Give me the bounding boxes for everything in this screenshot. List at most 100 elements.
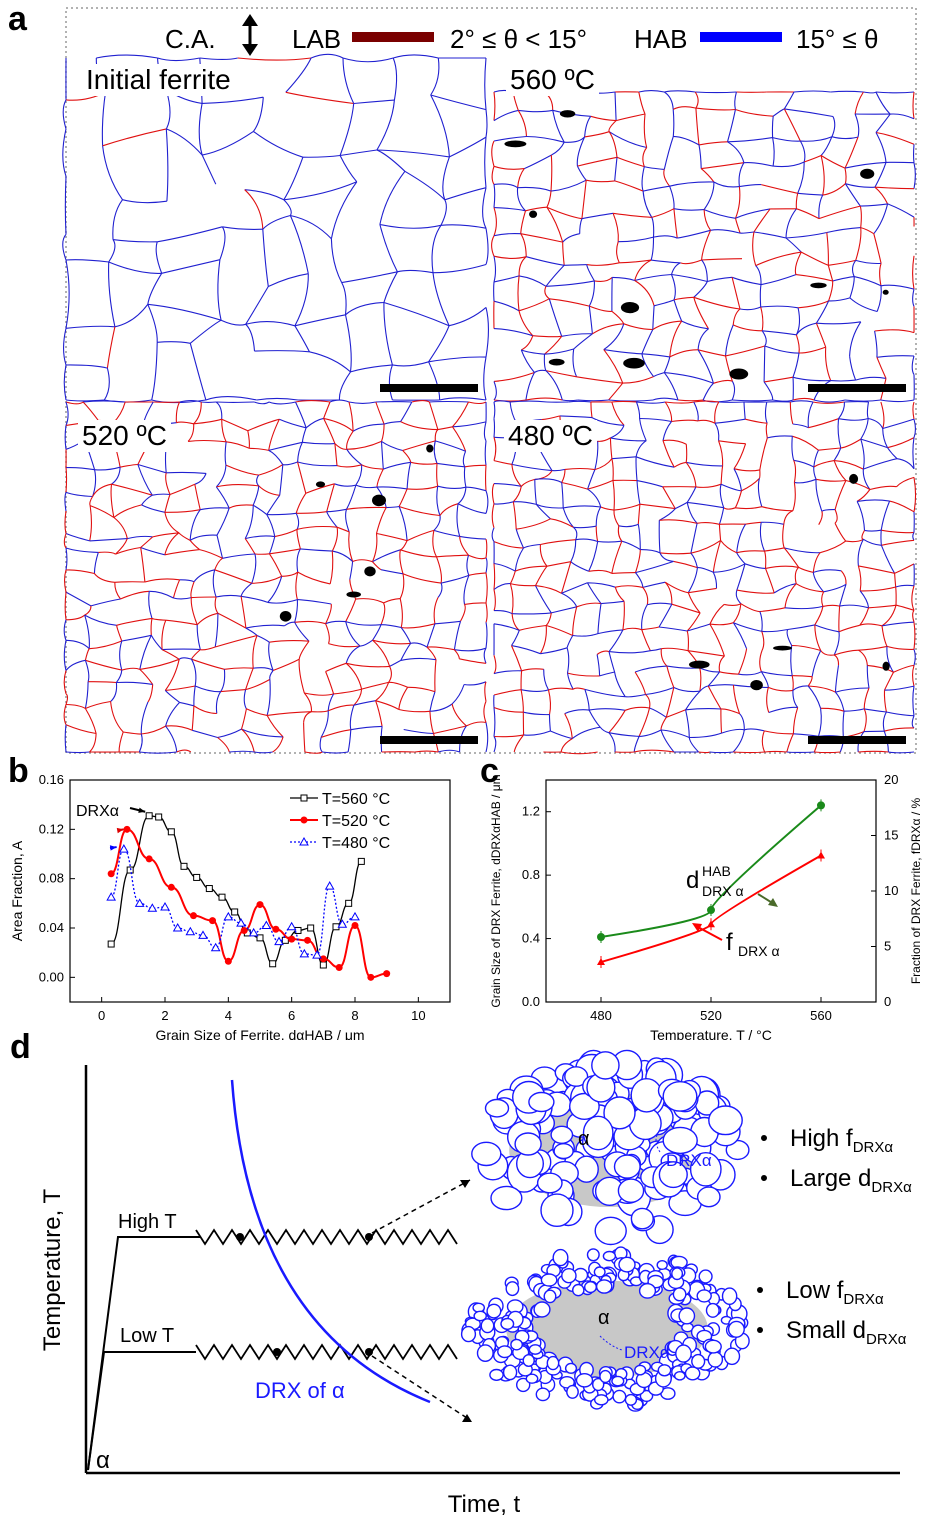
chart-c-point-d bbox=[707, 906, 715, 915]
chart-c-ylabel: Grain Size of DRX Ferrite, dDRXαHAB / μm bbox=[489, 774, 503, 1007]
chart-b-annotation: DRXα bbox=[76, 803, 119, 820]
drx-grain bbox=[552, 1248, 569, 1267]
chart-c-arrowhead-d bbox=[768, 898, 778, 907]
drx-grain bbox=[564, 1066, 589, 1087]
chart-b-xtick-label: 0 bbox=[98, 1008, 105, 1023]
chart-b: 0 2 4 6 8 10 0.00 0.04 0.08 0.12 0.16 Grain Size of… bbox=[9, 772, 451, 1040]
chart-b-point-480 bbox=[337, 919, 348, 928]
schematic-ylabel: Temperature, T bbox=[39, 1189, 66, 1352]
chart-b-point-520 bbox=[209, 917, 216, 925]
drx-grain bbox=[639, 1389, 654, 1403]
drx-grain bbox=[594, 1216, 627, 1246]
chart-b-legend-marker bbox=[299, 836, 309, 846]
drx-grain bbox=[566, 1384, 579, 1399]
drx-grain bbox=[528, 1344, 542, 1355]
chart-c-xlabel: Temperature, T / °C bbox=[650, 1027, 772, 1040]
lower-bullets: Low fDRXα Small dDRXα bbox=[757, 1277, 907, 1348]
drx-grain bbox=[591, 1051, 620, 1080]
chart-b-point-560 bbox=[218, 893, 226, 901]
drx-grain bbox=[708, 1105, 743, 1136]
bullet-small-d: Small d bbox=[786, 1317, 866, 1344]
chart-b-point-480 bbox=[134, 898, 145, 907]
chart-c-y2tick-label: 5 bbox=[884, 939, 891, 954]
scale-bar-2 bbox=[380, 736, 478, 744]
drx-grain bbox=[540, 1273, 558, 1287]
chart-c-ytick-label: 0.4 bbox=[522, 931, 540, 946]
drx-grain bbox=[611, 1375, 625, 1387]
drx-grain bbox=[535, 1387, 551, 1402]
drx-grain bbox=[575, 1372, 594, 1388]
chart-b-ytick-label: 0.08 bbox=[39, 871, 64, 886]
drx-grain bbox=[586, 1248, 600, 1262]
lab-label: LAB bbox=[292, 24, 341, 54]
chart-b-point-520 bbox=[224, 957, 232, 965]
chart-b-ylabel: Area Fraction, A bbox=[9, 840, 25, 941]
chart-b-point-520 bbox=[335, 963, 343, 971]
chart-b-legend-label: T=520 °C bbox=[322, 813, 390, 830]
drx-grain bbox=[721, 1287, 738, 1306]
drx-grain bbox=[696, 1186, 721, 1208]
chart-c: 480 520 560 0.0 0.4 0.8 1.2 0 5 10 15 20 Temperature… bbox=[489, 772, 923, 1040]
lower-alpha-label: α bbox=[598, 1307, 610, 1329]
drx-grain bbox=[602, 1250, 617, 1262]
drx-grain bbox=[704, 1339, 722, 1354]
drx-grain bbox=[510, 1338, 523, 1351]
map-label-initial: Initial ferrite bbox=[82, 64, 235, 96]
chart-b-point-560 bbox=[269, 960, 277, 968]
boundary-map-0 bbox=[62, 53, 489, 404]
chart-b-point-480 bbox=[274, 936, 284, 946]
high-t-label: High T bbox=[118, 1211, 177, 1233]
drx-grain bbox=[489, 1368, 504, 1382]
drx-grain bbox=[593, 1266, 606, 1278]
drx-curve bbox=[230, 1079, 431, 1404]
chart-c-label-d-sub: DRX α bbox=[702, 883, 744, 899]
svg-text:Small dDRXα: Small dDRXα bbox=[786, 1317, 907, 1348]
chart-b-xtick-label: 2 bbox=[161, 1008, 168, 1023]
chart-b-xtick-label: 6 bbox=[288, 1008, 295, 1023]
drx-grain bbox=[675, 1344, 692, 1363]
schematic-d: Temperature, T Time, t α High T Low T DR… bbox=[39, 1049, 912, 1518]
drx-grain bbox=[595, 1279, 613, 1294]
chart-b-point-520 bbox=[123, 825, 131, 833]
svg-text:Large dDRXα: Large dDRXα bbox=[790, 1165, 912, 1196]
drx-grain bbox=[662, 1126, 698, 1155]
drx-grain bbox=[723, 1347, 741, 1366]
drx-grain bbox=[658, 1161, 688, 1189]
lower-microstructure bbox=[460, 1246, 750, 1412]
panel-a-frame bbox=[65, 7, 917, 754]
boundary-maps bbox=[62, 53, 917, 755]
drx-grain bbox=[705, 1302, 720, 1318]
drx-grain bbox=[500, 1317, 515, 1331]
drx-grain bbox=[678, 1307, 696, 1325]
chart-b-point-560 bbox=[294, 926, 302, 934]
drx-grain bbox=[612, 1389, 627, 1404]
chart-b-arrowhead-2 bbox=[109, 845, 117, 851]
chart-c-y2tick-label: 10 bbox=[884, 883, 898, 898]
chart-b-legend-label: T=560 °C bbox=[322, 791, 390, 808]
drx-grain bbox=[490, 1185, 523, 1211]
ca-double-arrow-icon bbox=[242, 14, 258, 56]
drx-grain bbox=[603, 1096, 636, 1130]
chart-b-point-520 bbox=[383, 970, 391, 978]
map-label-520: 520 ºC bbox=[78, 420, 171, 452]
drx-grain bbox=[696, 1289, 712, 1303]
drx-grain bbox=[613, 1154, 641, 1179]
chart-b-point-520 bbox=[107, 870, 115, 878]
chart-b-point-480 bbox=[261, 920, 272, 930]
boundary-map-3 bbox=[491, 400, 917, 755]
drx-grain bbox=[574, 1155, 599, 1183]
panel-c-label: c bbox=[480, 752, 499, 790]
drx-grain bbox=[514, 1132, 542, 1156]
chart-b-legend-label: T=480 °C bbox=[322, 835, 390, 852]
chart-c-ytick-label: 0.0 bbox=[522, 994, 540, 1009]
drx-grain bbox=[673, 1370, 686, 1381]
drx-grain bbox=[684, 1366, 701, 1381]
chart-b-point-520 bbox=[351, 922, 359, 930]
chart-b-point-480 bbox=[299, 948, 310, 958]
chart-b-point-480 bbox=[210, 942, 221, 952]
low-t-deformation-zigzag bbox=[195, 1343, 458, 1361]
chart-b-xtick-label: 10 bbox=[411, 1008, 425, 1023]
chart-b-legend-marker bbox=[300, 816, 308, 824]
hab-color-swatch bbox=[700, 32, 782, 42]
upper-alpha-label: α bbox=[578, 1128, 590, 1150]
